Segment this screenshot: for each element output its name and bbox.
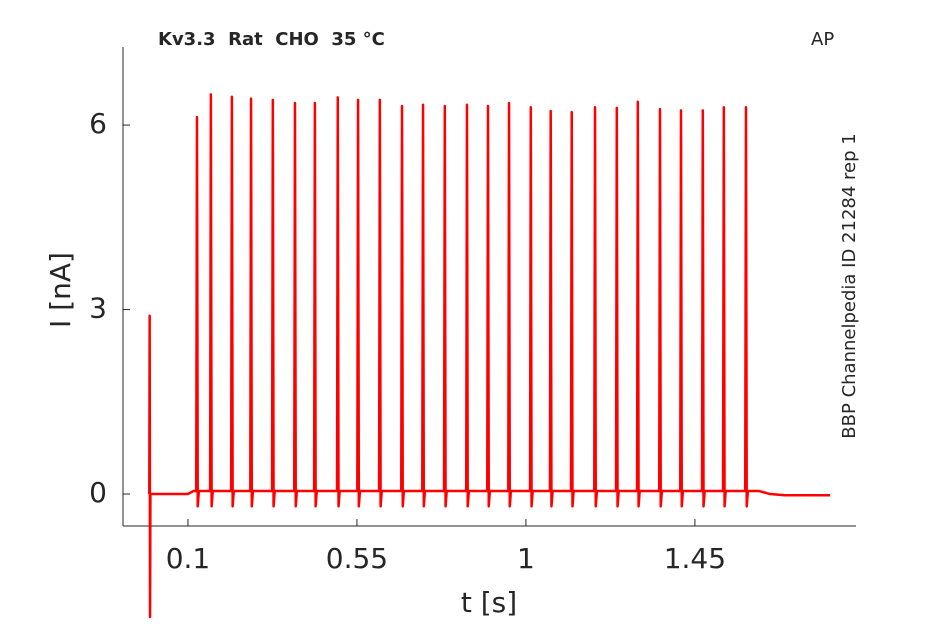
y-tick-label: 3 (89, 292, 107, 325)
x-axis-label: t [s] (461, 586, 517, 619)
side-label: BBP Channelpedia ID 21284 rep 1 (839, 133, 860, 438)
x-tick-label: 0.55 (326, 542, 388, 575)
x-tick-label: 0.1 (166, 542, 211, 575)
x-tick-label: 1.45 (664, 542, 726, 575)
y-tick-label: 6 (89, 107, 107, 140)
y-tick-label: 0 (89, 476, 107, 509)
corner-label: AP (811, 29, 834, 50)
chart-title: Kv3.3 Rat CHO 35 °C (158, 29, 385, 50)
y-axis-label: I [nA] (44, 252, 77, 328)
trace-line (148, 93, 831, 619)
x-tick-label: 1 (517, 542, 535, 575)
